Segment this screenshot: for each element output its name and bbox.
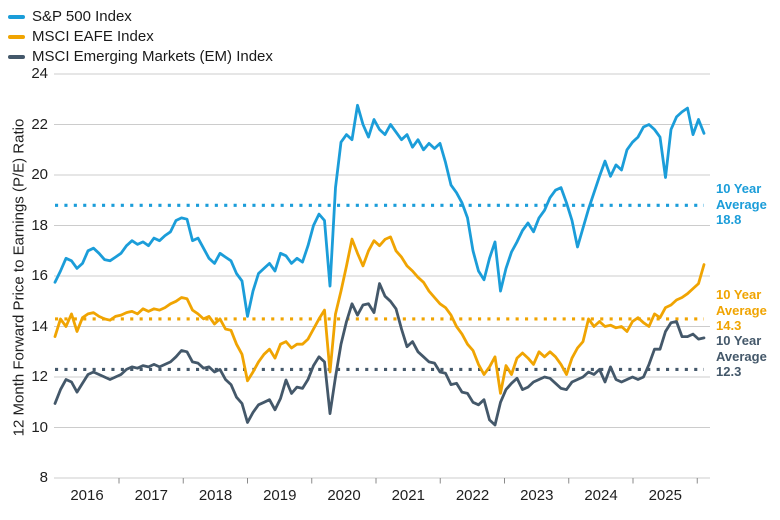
avg-line1: 10 Year [716, 181, 762, 196]
eafe-swatch [8, 35, 25, 39]
x-tick-label-2021: 2021 [391, 487, 425, 504]
avg-annotation-sp500: 10 Year Average 18.8 [716, 181, 780, 228]
x-tick-label-2019: 2019 [263, 487, 297, 504]
y-tick-label-24: 24 [31, 65, 48, 82]
series-line-0 [53, 103, 706, 318]
avg-line1: 10 Year [716, 333, 762, 348]
avg-annotation-em: 10 Year Average 12.3 [716, 333, 780, 380]
y-tick-label-20: 20 [31, 166, 48, 183]
y-tick-label-10: 10 [31, 418, 48, 436]
y-tick-label-8: 8 [39, 469, 48, 486]
y-tick-label-16: 16 [31, 267, 48, 284]
x-tick-label-2022: 2022 [455, 487, 490, 504]
y-tick-label-18: 18 [31, 216, 48, 234]
legend-label-sp500: S&P 500 Index [32, 8, 132, 25]
y-tick-label-22: 22 [31, 115, 48, 133]
avg-line2: Average [716, 302, 767, 318]
avg-value: 12.3 [716, 364, 742, 379]
x-tick-label-2018: 2018 [198, 487, 233, 504]
legend-item-sp500: S&P 500 Index [8, 7, 273, 27]
legend-item-em: MSCI Emerging Markets (EM) Index [8, 47, 273, 67]
sp500-swatch [8, 15, 25, 19]
x-tick-label-2016: 2016 [70, 487, 104, 504]
x-tick-label-2017: 2017 [134, 487, 168, 504]
avg-value: 14.3 [716, 318, 742, 333]
legend: S&P 500 Index MSCI EAFE Index MSCI Emerg… [8, 7, 273, 67]
x-tick-label-2020: 2020 [327, 487, 361, 504]
x-tick-label-2024: 2024 [584, 487, 618, 504]
series-line-2 [53, 282, 706, 427]
avg-line2: Average [716, 348, 767, 364]
series-line-1 [53, 235, 706, 395]
x-tick-label-2025: 2025 [648, 487, 682, 504]
y-tick-label-14: 14 [31, 317, 48, 335]
x-tick-label-2023: 2023 [520, 487, 554, 504]
avg-line2: Average [716, 196, 767, 212]
legend-label-em: MSCI Emerging Markets (EM) Index [32, 48, 273, 65]
y-tick-label-12: 12 [31, 368, 48, 385]
legend-item-eafe: MSCI EAFE Index [8, 27, 273, 47]
avg-line1: 10 Year [716, 287, 762, 302]
avg-value: 18.8 [716, 212, 742, 227]
avg-annotation-eafe: 10 Year Average 14.3 [716, 287, 780, 334]
em-swatch [8, 55, 25, 59]
legend-label-eafe: MSCI EAFE Index [32, 28, 154, 45]
